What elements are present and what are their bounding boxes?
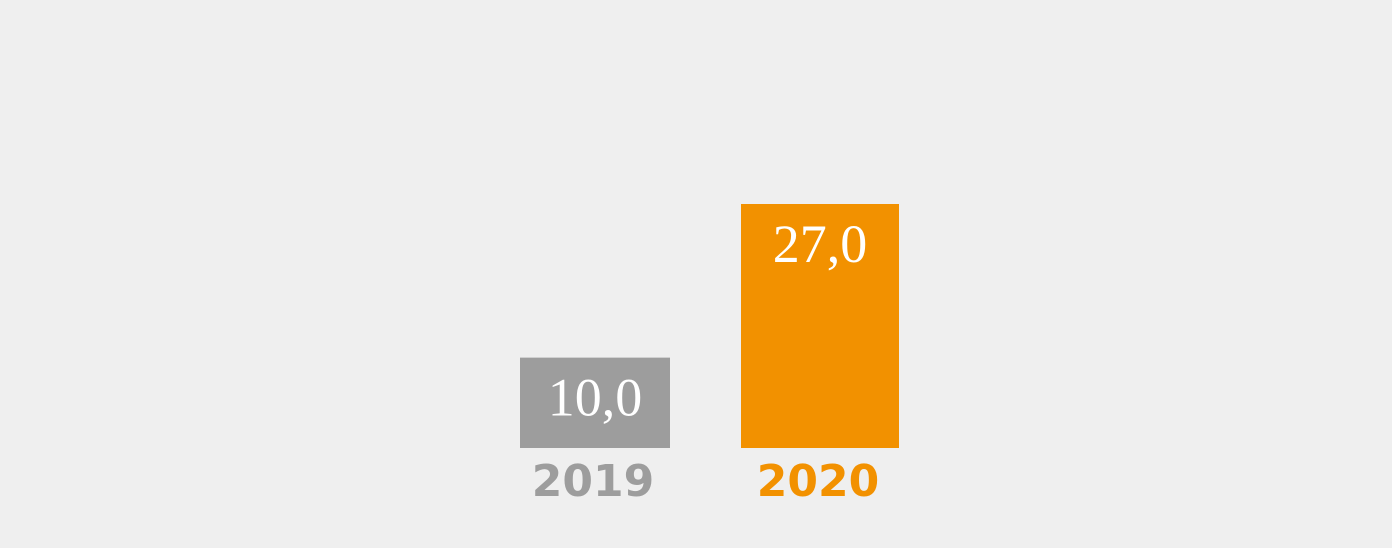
value-label: 10,0 (548, 368, 643, 428)
bar (520, 357, 670, 448)
value-label: 27,0 (773, 214, 868, 274)
category-label: 2020 (757, 456, 879, 507)
category-label: 2019 (532, 456, 654, 507)
bar (741, 204, 899, 448)
